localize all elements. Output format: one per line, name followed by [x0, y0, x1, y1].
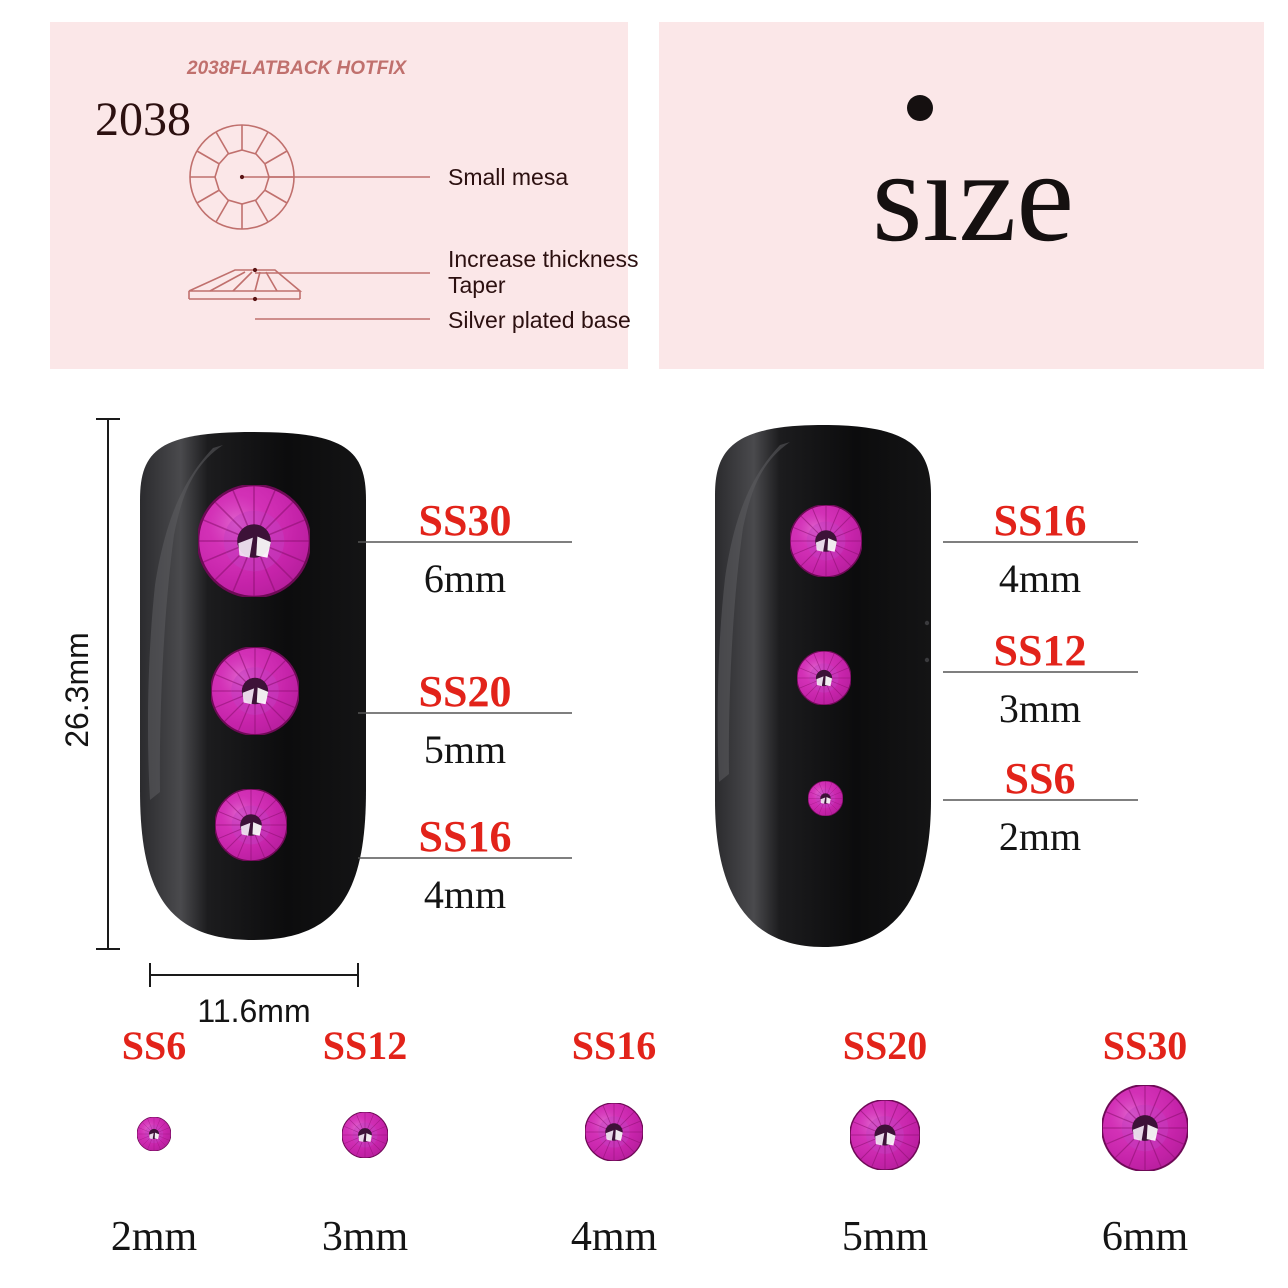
svg-text:5mm: 5mm [424, 727, 506, 772]
svg-text:SS20: SS20 [843, 1023, 928, 1068]
svg-text:SS16: SS16 [572, 1023, 657, 1068]
svg-text:SS12: SS12 [994, 626, 1087, 675]
svg-text:SS6: SS6 [122, 1023, 187, 1068]
svg-text:SS16: SS16 [994, 496, 1087, 545]
svg-text:SS30: SS30 [1103, 1023, 1188, 1068]
svg-text:SS12: SS12 [323, 1023, 408, 1068]
svg-text:26.3mm: 26.3mm [59, 632, 95, 748]
svg-text:Silver plated base: Silver plated base [448, 307, 631, 333]
svg-text:Increase thickness: Increase thickness [448, 246, 638, 272]
svg-text:Taper: Taper [448, 272, 506, 298]
svg-text:6mm: 6mm [424, 556, 506, 601]
svg-text:sızе: sızе [872, 125, 1074, 269]
svg-text:4mm: 4mm [999, 556, 1081, 601]
svg-text:5mm: 5mm [842, 1214, 929, 1260]
svg-text:11.6mm: 11.6mm [197, 993, 310, 1029]
svg-text:2mm: 2mm [111, 1214, 198, 1260]
svg-text:4mm: 4mm [571, 1214, 658, 1260]
svg-text:4mm: 4mm [424, 872, 506, 917]
svg-text:3mm: 3mm [322, 1214, 409, 1260]
svg-text:2mm: 2mm [999, 814, 1081, 859]
svg-text:SS16: SS16 [419, 812, 512, 861]
svg-text:6mm: 6mm [1102, 1214, 1189, 1260]
svg-text:SS20: SS20 [419, 667, 512, 716]
svg-text:3mm: 3mm [999, 686, 1081, 731]
svg-text:SS6: SS6 [1005, 754, 1076, 803]
svg-text:SS30: SS30 [419, 496, 512, 545]
svg-text:Small mesa: Small mesa [448, 164, 568, 190]
